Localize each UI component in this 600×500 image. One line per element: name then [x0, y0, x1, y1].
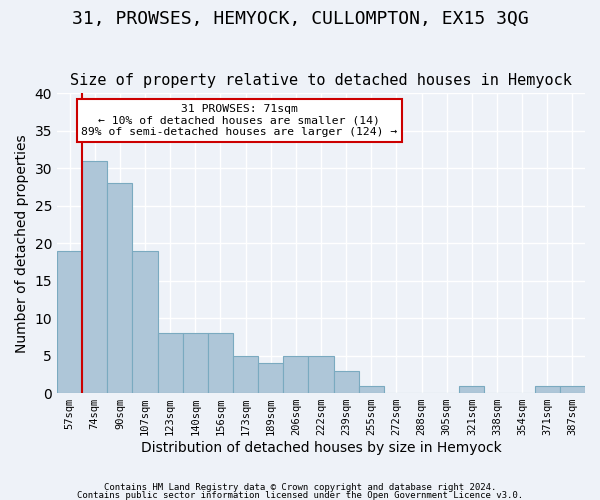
- Bar: [107, 184, 133, 393]
- Y-axis label: Number of detached properties: Number of detached properties: [15, 134, 29, 352]
- Text: 31 PROWSES: 71sqm
← 10% of detached houses are smaller (14)
89% of semi-detached: 31 PROWSES: 71sqm ← 10% of detached hous…: [81, 104, 397, 137]
- Bar: [133, 250, 158, 393]
- Text: Contains public sector information licensed under the Open Government Licence v3: Contains public sector information licen…: [77, 490, 523, 500]
- Bar: [233, 356, 258, 393]
- Bar: [57, 250, 82, 393]
- Bar: [359, 386, 384, 393]
- Bar: [183, 333, 208, 393]
- Bar: [308, 356, 334, 393]
- Text: 31, PROWSES, HEMYOCK, CULLOMPTON, EX15 3QG: 31, PROWSES, HEMYOCK, CULLOMPTON, EX15 3…: [71, 10, 529, 28]
- Bar: [459, 386, 484, 393]
- Bar: [208, 333, 233, 393]
- Bar: [82, 161, 107, 393]
- Text: Contains HM Land Registry data © Crown copyright and database right 2024.: Contains HM Land Registry data © Crown c…: [104, 483, 496, 492]
- Bar: [158, 333, 183, 393]
- Bar: [535, 386, 560, 393]
- Bar: [560, 386, 585, 393]
- Bar: [258, 363, 283, 393]
- Bar: [334, 370, 359, 393]
- Bar: [283, 356, 308, 393]
- Title: Size of property relative to detached houses in Hemyock: Size of property relative to detached ho…: [70, 73, 572, 88]
- X-axis label: Distribution of detached houses by size in Hemyock: Distribution of detached houses by size …: [140, 441, 502, 455]
